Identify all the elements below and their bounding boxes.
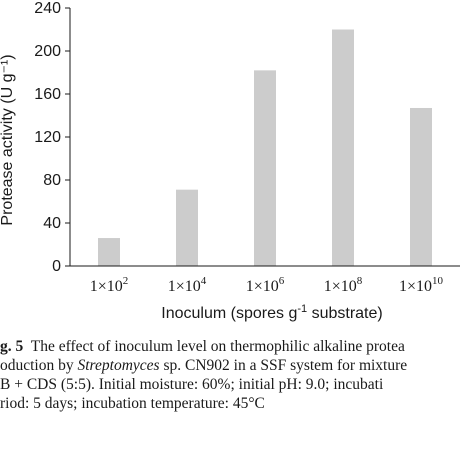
x-category-label: 1×1010: [399, 275, 444, 295]
bar: [332, 29, 354, 266]
x-axis-categories: 1×102 1×104 1×106 1×108 1×1010: [90, 275, 444, 295]
x-axis-title: Inoculum (spores g-1 substrate): [161, 303, 382, 322]
caption-line-1-text: The effect of inoculum level on thermoph…: [23, 338, 405, 355]
caption-line-2: oduction by Streptomyces sp. CN902 in a …: [0, 356, 474, 375]
y-tick-label: 160: [34, 86, 61, 103]
bar-chart: Protease activity (U g⁻¹) 0 40 80 120 160 200…: [0, 0, 460, 322]
x-category-exponent: 10: [432, 275, 444, 287]
x-category-exponent: 4: [201, 275, 207, 287]
x-category-base: 1×10: [324, 278, 357, 295]
x-category-label: 1×108: [324, 275, 363, 295]
x-category-exponent: 6: [279, 275, 285, 287]
y-tick-label: 0: [52, 258, 61, 275]
x-category-label: 1×104: [168, 275, 207, 295]
caption-figure-label: g. 5: [0, 338, 24, 355]
x-category-label: 1×106: [246, 275, 285, 295]
caption-species-name: Streptomyces: [77, 357, 160, 374]
y-axis-title-group: Protease activity (U g⁻¹): [0, 54, 16, 225]
bars: [98, 29, 432, 266]
x-category-base: 1×10: [399, 278, 432, 295]
bar: [98, 238, 120, 266]
x-axis-title-sup: -1: [297, 303, 307, 315]
y-axis-ticks: 0 40 80 120 160 200 240: [34, 0, 70, 275]
x-category-exponent: 8: [357, 275, 363, 287]
x-axis-title-tail: substrate): [307, 305, 383, 322]
x-category-base: 1×10: [246, 278, 279, 295]
x-category-base: 1×10: [168, 278, 201, 295]
bar: [410, 107, 432, 266]
caption-line-4: riod: 5 days; incubation temperature: 45…: [0, 395, 265, 412]
caption-line-2-pre: oduction by: [0, 357, 78, 374]
y-axis-title: Protease activity (U g⁻¹): [0, 54, 16, 225]
x-category-exponent: 2: [123, 275, 129, 287]
x-category-label: 1×102: [90, 275, 129, 295]
y-tick-label: 80: [43, 172, 61, 189]
x-axis-title-main: Inoculum (spores g: [161, 305, 297, 322]
figure-caption: g. 5 The effect of inoculum level on the…: [0, 337, 474, 413]
y-tick-label: 40: [43, 215, 61, 232]
bar: [176, 189, 198, 266]
y-tick-label: 120: [34, 129, 61, 146]
x-category-base: 1×10: [90, 278, 123, 295]
caption-line-2-post: sp. CN902 in a SSF system for mixture: [159, 357, 408, 374]
y-tick-label: 240: [34, 0, 61, 17]
caption-line-1: g. 5 The effect of inoculum level on the…: [0, 337, 474, 356]
bar: [254, 70, 276, 266]
y-tick-label: 200: [34, 43, 61, 60]
caption-line-3: B + CDS (5:5). Initial moisture: 60%; in…: [0, 376, 384, 393]
